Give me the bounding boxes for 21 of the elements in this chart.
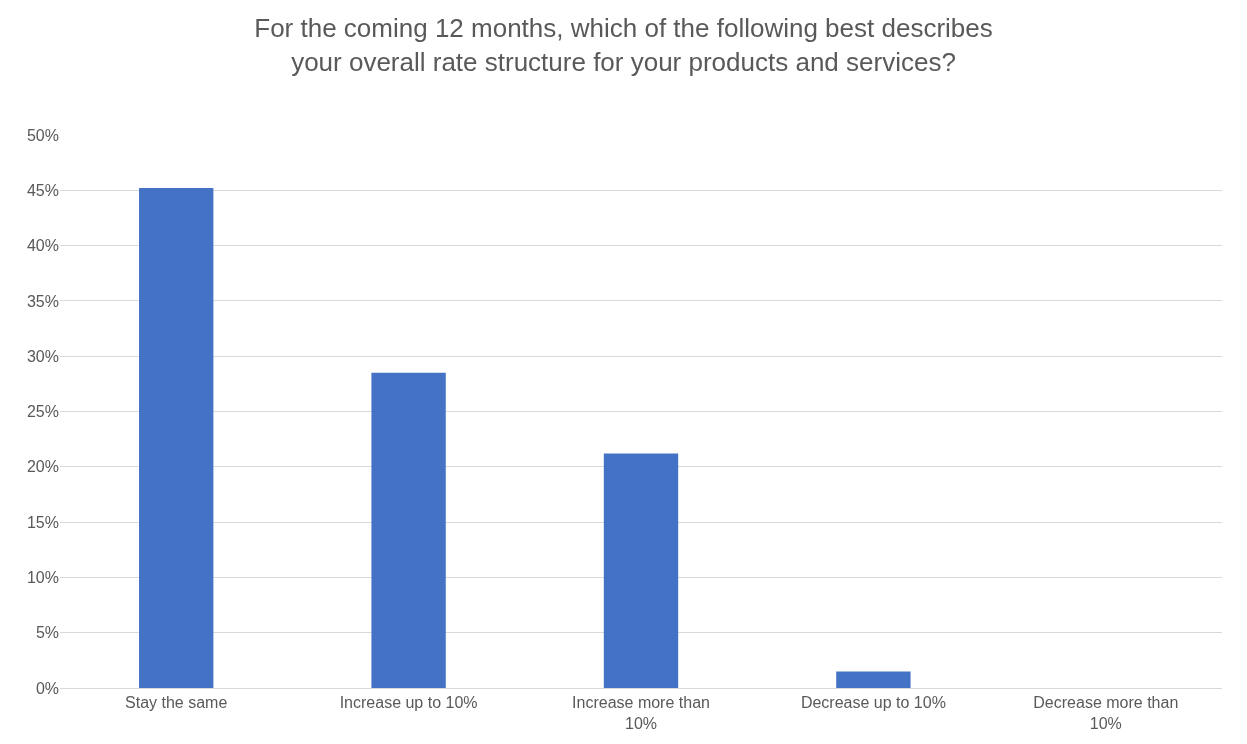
x-tick-label: Increase up to 10% [339,694,478,712]
y-tick-label: 45% [26,181,59,199]
bar [603,453,679,688]
y-tick-label: 10% [26,569,59,586]
y-tick-label: 15% [26,513,59,531]
chart-title: For the coming 12 months, which of the following best describes your overall rate structure for your products and services? [254,13,993,77]
bar [836,671,911,688]
x-tick-label: Decrease more than 10% [1033,694,1179,732]
y-tick-label: 40% [26,237,59,255]
bar [371,372,446,688]
y-tick-label: 50% [26,126,59,144]
y-tick-label: 30% [26,347,59,365]
y-tick-label: 25% [26,403,59,421]
y-tick-label: 35% [26,292,59,310]
y-tick-label: 5% [35,624,59,642]
x-tick-label: Decrease up to 10% [800,694,946,712]
bar [139,188,214,688]
y-tick-label: 20% [26,458,59,476]
x-tick-label: Stay the same [125,694,228,712]
x-tick-label: Increase more than 10% [572,694,710,732]
y-tick-label: 0% [35,679,59,697]
